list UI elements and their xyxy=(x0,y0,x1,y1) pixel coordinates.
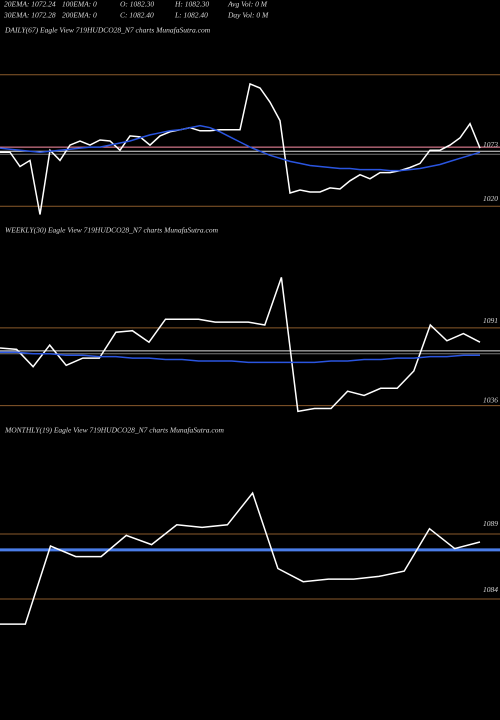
panel-title: MONTHLY(19) Eagle View 719HUDCO28_N7 cha… xyxy=(4,426,224,435)
header-stat: Avg Vol: 0 M xyxy=(227,0,268,9)
panel-title: WEEKLY(30) Eagle View 719HUDCO28_N7 char… xyxy=(5,226,219,235)
y-tick-label: 1020 xyxy=(483,194,498,203)
ema-line xyxy=(0,124,481,172)
y-tick-label: 1073 xyxy=(483,140,498,149)
header-stat: O: 1082.30 xyxy=(120,0,154,9)
panel-title: DAILY(67) Eagle View 719HUDCO28_N7 chart… xyxy=(4,26,211,35)
ema-line xyxy=(0,351,480,364)
header-stat: 30EMA: 1072.28 xyxy=(3,11,56,20)
y-tick-label: 1084 xyxy=(483,585,498,594)
header-stat: L: 1082.40 xyxy=(174,11,208,20)
header-stat: C: 1082.40 xyxy=(120,11,154,20)
y-tick-label: 1091 xyxy=(483,316,498,325)
header-stat: 20EMA: 1072.24 xyxy=(4,0,56,9)
price-line xyxy=(0,277,481,413)
y-tick-label: 1036 xyxy=(483,395,498,404)
header-stat: Day Vol: 0 M xyxy=(227,11,269,20)
header-stat: 100EMA: 0 xyxy=(62,0,97,9)
y-tick-label: 1089 xyxy=(483,519,498,528)
header-stat: H: 1082.30 xyxy=(174,0,209,9)
price-line xyxy=(0,491,481,625)
header-stat: 200EMA: 0 xyxy=(62,11,97,20)
